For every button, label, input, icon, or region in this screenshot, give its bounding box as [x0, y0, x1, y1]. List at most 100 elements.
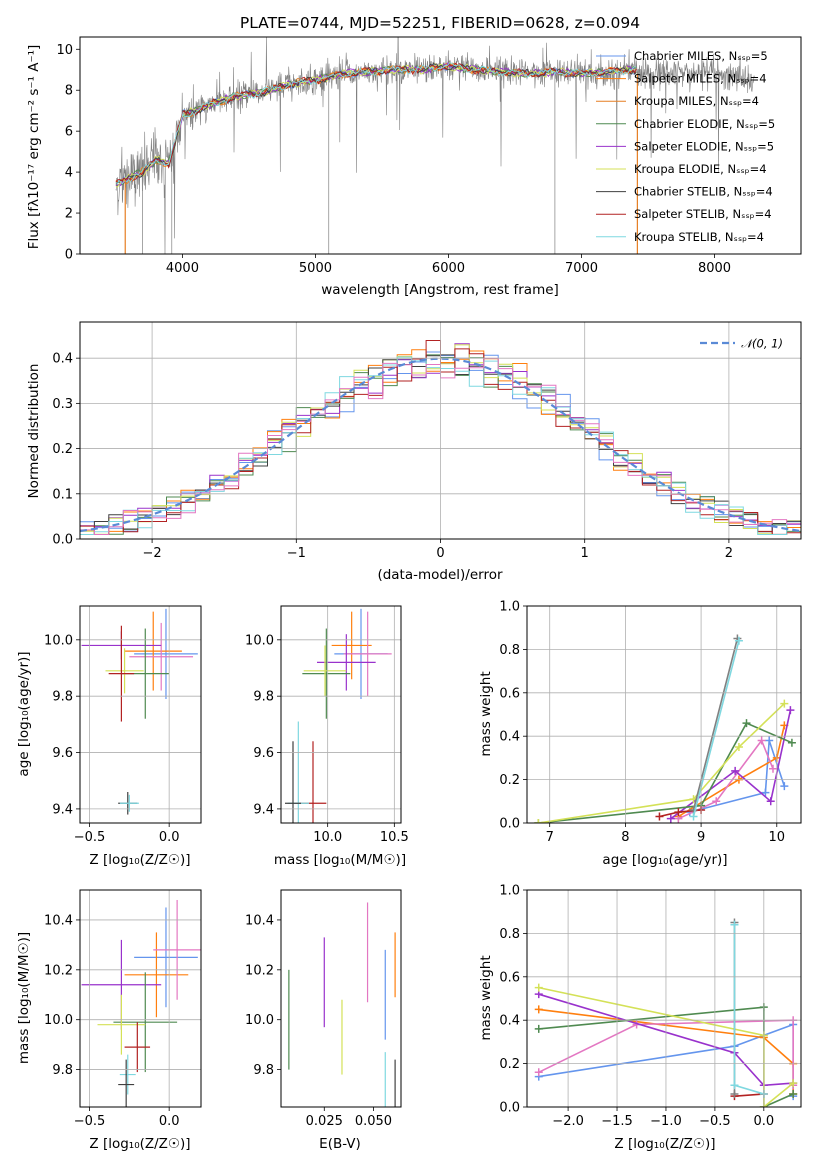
residuals-xtick-label: −2 [143, 546, 162, 561]
mass-vs-Z-ytick-label: 10.2 [44, 963, 73, 978]
weight-vs-age-axes: 7 8 9 10 0.0 0.2 0.4 0.6 0.8 1.0 [499, 600, 802, 845]
spectrum-ytick-label: 6 [65, 125, 73, 140]
weight-vs-age-ytick-label: 0.0 [499, 817, 520, 832]
spectrum-ytick-label: 8 [65, 84, 73, 99]
weight-marker [712, 797, 721, 806]
residuals-axes: −2 −1 0 1 2 0.0 0.1 0.2 0.3 0.4 𝒩(0, 1) [52, 321, 802, 561]
mass-ebv-xlabel: E(B-V) [319, 1136, 361, 1152]
weight-vs-age-ytick-label: 0.6 [499, 686, 520, 701]
age-mass-xlabel: mass [log₁₀(M/M☉)] [274, 852, 406, 868]
weight-vs-Z-ytick-label: 0.6 [499, 970, 520, 985]
age-vs-mass-axes: 10.0 10.5 9.4 9.6 9.8 10.0 [245, 605, 409, 845]
weight-vs-Z-ytick-label: 0.2 [499, 1057, 520, 1072]
weight-marker [534, 1005, 543, 1014]
mass-vs-Z-xtick-label: −0.5 [74, 1114, 106, 1129]
weight-marker [534, 819, 543, 823]
weight-line [677, 725, 786, 818]
weight-marker [789, 1079, 798, 1088]
age-vs-mass-plot-area [285, 608, 392, 823]
residuals-xlabel: (data-model)/error [377, 567, 503, 583]
legend-label: Kroupa ELODIE, Nₛₛₚ=4 [634, 162, 767, 176]
residuals-ylabel: Normed distribution [26, 364, 42, 499]
weight-marker [780, 699, 789, 708]
spectrum-ytick-label: 2 [65, 207, 73, 222]
weight-vs-age-ytick-label: 0.8 [499, 643, 520, 658]
weight-vs-Z-ytick-label: 1.0 [499, 884, 520, 899]
weight-marker [666, 814, 675, 823]
weight-vs-Z-ytick-label: 0.0 [499, 1101, 520, 1116]
spectrum-title: PLATE=0744, MJD=52251, FIBERID=0628, z=0… [240, 14, 640, 32]
weight-line [670, 710, 792, 820]
weight-line [734, 1093, 764, 1097]
weight-vs-Z-axes: −2.0 −1.5 −1.0 −0.5 0.0 0.0 0.2 0.4 0.6 0.8 1.0 [499, 884, 802, 1129]
spectrum-axes: 4000 5000 6000 7000 8000 0 2 4 6 8 10 Chabrier MILE… [56, 36, 802, 276]
spectrum-model-line [115, 63, 637, 187]
weight-vs-age-ytick-label: 1.0 [499, 600, 520, 615]
weight-marker [689, 812, 698, 821]
age-vs-mass-xtick-label: 10.5 [380, 830, 409, 845]
mass-vs-ebv-xtick-label: 0.050 [355, 1114, 392, 1129]
mass-vs-ebv-ytick-label: 10.0 [245, 1013, 274, 1028]
age-vs-Z-xtick-label: −0.5 [74, 830, 106, 845]
spectrum-ytick-label: 4 [65, 166, 73, 181]
mass-vs-ebv-ytick-label: 10.4 [245, 913, 274, 928]
weight-line [538, 703, 785, 823]
weight-age-ylabel: mass weight [478, 671, 494, 756]
age-vs-mass-ytick-label: 9.8 [253, 690, 274, 705]
residuals-ytick-label: 0.2 [52, 442, 73, 457]
spectrum-xtick-label: 5000 [299, 261, 332, 276]
age-vs-mass-frame [280, 605, 402, 824]
weight-vs-Z-xtick-label: −1.5 [601, 1114, 633, 1129]
weight-marker [761, 788, 770, 797]
residuals-xtick-label: 1 [581, 546, 589, 561]
mass-vs-ebv-frame [280, 889, 402, 1108]
age-vs-Z-ytick-label: 10.0 [44, 633, 73, 648]
weight-Z-xlabel: Z [log₁₀(Z/Z☉)] [614, 1136, 715, 1152]
weight-marker [534, 1068, 543, 1077]
mass-vs-Z-ytick-label: 9.8 [52, 1063, 73, 1078]
weight-marker [780, 782, 789, 791]
weight-line [538, 993, 794, 1087]
age-vs-Z-ytick-label: 9.8 [52, 690, 73, 705]
weight-line [538, 722, 793, 823]
weight-vs-Z-xtick-label: 0.0 [753, 1114, 774, 1129]
weight-vs-Z-xtick-label: −0.5 [699, 1114, 731, 1129]
age-vs-Z-plot-area [81, 608, 198, 815]
spectrum-xtick-label: 6000 [432, 261, 465, 276]
residuals-ytick-label: 0.3 [52, 397, 73, 412]
age-vs-mass-ytick-label: 10.0 [245, 633, 274, 648]
legend-label: Salpeter ELODIE, Nₛₛₚ=5 [634, 139, 774, 153]
weight-marker [768, 764, 777, 773]
age-vs-Z-frame [79, 605, 202, 824]
mass-vs-ebv-ytick-label: 10.2 [245, 963, 274, 978]
weight-marker [734, 636, 743, 645]
mass-Z-ylabel: mass [log₁₀(M/M☉)] [16, 932, 32, 1064]
weight-marker [730, 1081, 739, 1090]
spectrum-model-line [115, 62, 637, 185]
age-vs-mass-xtick-label: 10.0 [313, 830, 342, 845]
age-vs-Z-axes: −0.5 0.0 9.4 9.6 9.8 10.0 [44, 605, 202, 845]
weight-vs-age-xtick-label: 9 [697, 830, 705, 845]
residuals-ytick-label: 0.4 [52, 352, 73, 367]
weight-marker [655, 812, 664, 821]
weight-marker [731, 766, 740, 775]
weight-marker [734, 743, 743, 752]
mass-vs-Z-axes: −0.5 0.0 9.8 10.0 10.2 10.4 [44, 889, 202, 1129]
age-Z-ylabel: age [log₁₀(age/yr)] [16, 651, 32, 776]
residuals-ytick-label: 0.1 [52, 487, 73, 502]
mass-vs-Z-xtick-label: 0.0 [159, 1114, 180, 1129]
weight-marker [534, 983, 543, 992]
weight-age-xlabel: age [log₁₀(age/yr)] [602, 852, 727, 868]
age-vs-Z-xtick-label: 0.0 [159, 830, 180, 845]
legend-label: Chabrier MILES, Nₛₛₚ=5 [634, 49, 768, 63]
legend-label: Kroupa MILES, Nₛₛₚ=4 [634, 94, 759, 108]
weight-vs-age-ytick-label: 0.4 [499, 730, 520, 745]
weight-marker [786, 706, 795, 715]
mass-vs-Z-frame [79, 889, 202, 1108]
mass-vs-ebv-xtick-label: 0.025 [306, 1114, 343, 1129]
spectrum-frame [79, 36, 802, 255]
age-Z-xlabel: Z [log₁₀(Z/Z☉)] [89, 852, 190, 868]
weight-marker [534, 1024, 543, 1033]
mass-vs-ebv-axes: 0.025 0.050 9.8 10.0 10.2 10.4 [245, 889, 402, 1129]
